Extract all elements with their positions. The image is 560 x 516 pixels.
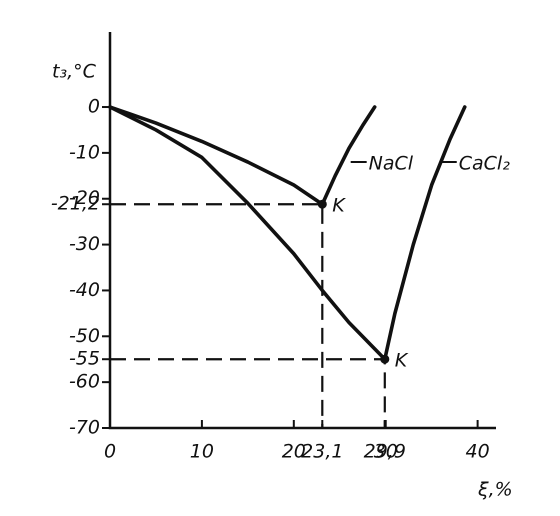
- y-tick-label: -55: [69, 348, 100, 370]
- series-label: NaCl: [369, 153, 414, 175]
- y-tick-label: -20: [69, 187, 100, 209]
- series-label: CaCl₂: [459, 153, 510, 175]
- y-tick-label: -40: [69, 279, 100, 301]
- y-tick-label: -50: [69, 325, 100, 347]
- x-tick-label: 29,9: [364, 441, 406, 463]
- eutectic-point: [380, 354, 390, 364]
- y-tick-label: -70: [69, 417, 100, 439]
- y-tick-label: -30: [69, 233, 100, 255]
- x-tick-label: 23,1: [301, 441, 343, 463]
- x-tick-label: 20: [282, 441, 306, 463]
- curve: [108, 105, 467, 362]
- x-tick-label: 40: [466, 441, 490, 463]
- x-tick-label: 10: [190, 441, 214, 463]
- eutectic-point: [317, 199, 327, 209]
- point-label: K: [332, 195, 346, 217]
- y-tick-label: 0: [88, 96, 100, 118]
- y-tick-label: -10: [69, 141, 100, 163]
- y-axis-label: t₃,°C: [52, 61, 97, 83]
- eutectic-guide: [110, 203, 324, 428]
- curve: [108, 105, 377, 207]
- point-label: K: [395, 350, 409, 372]
- x-tick-label: 0: [104, 441, 116, 463]
- y-tick-label: -60: [69, 371, 100, 393]
- eutectic-guide: [110, 358, 386, 428]
- x-axis-label: ξ,%: [477, 479, 513, 501]
- x-tick-label: 30: [374, 441, 398, 463]
- y-tick-label: -21,2: [51, 193, 100, 215]
- axes: [108, 32, 496, 430]
